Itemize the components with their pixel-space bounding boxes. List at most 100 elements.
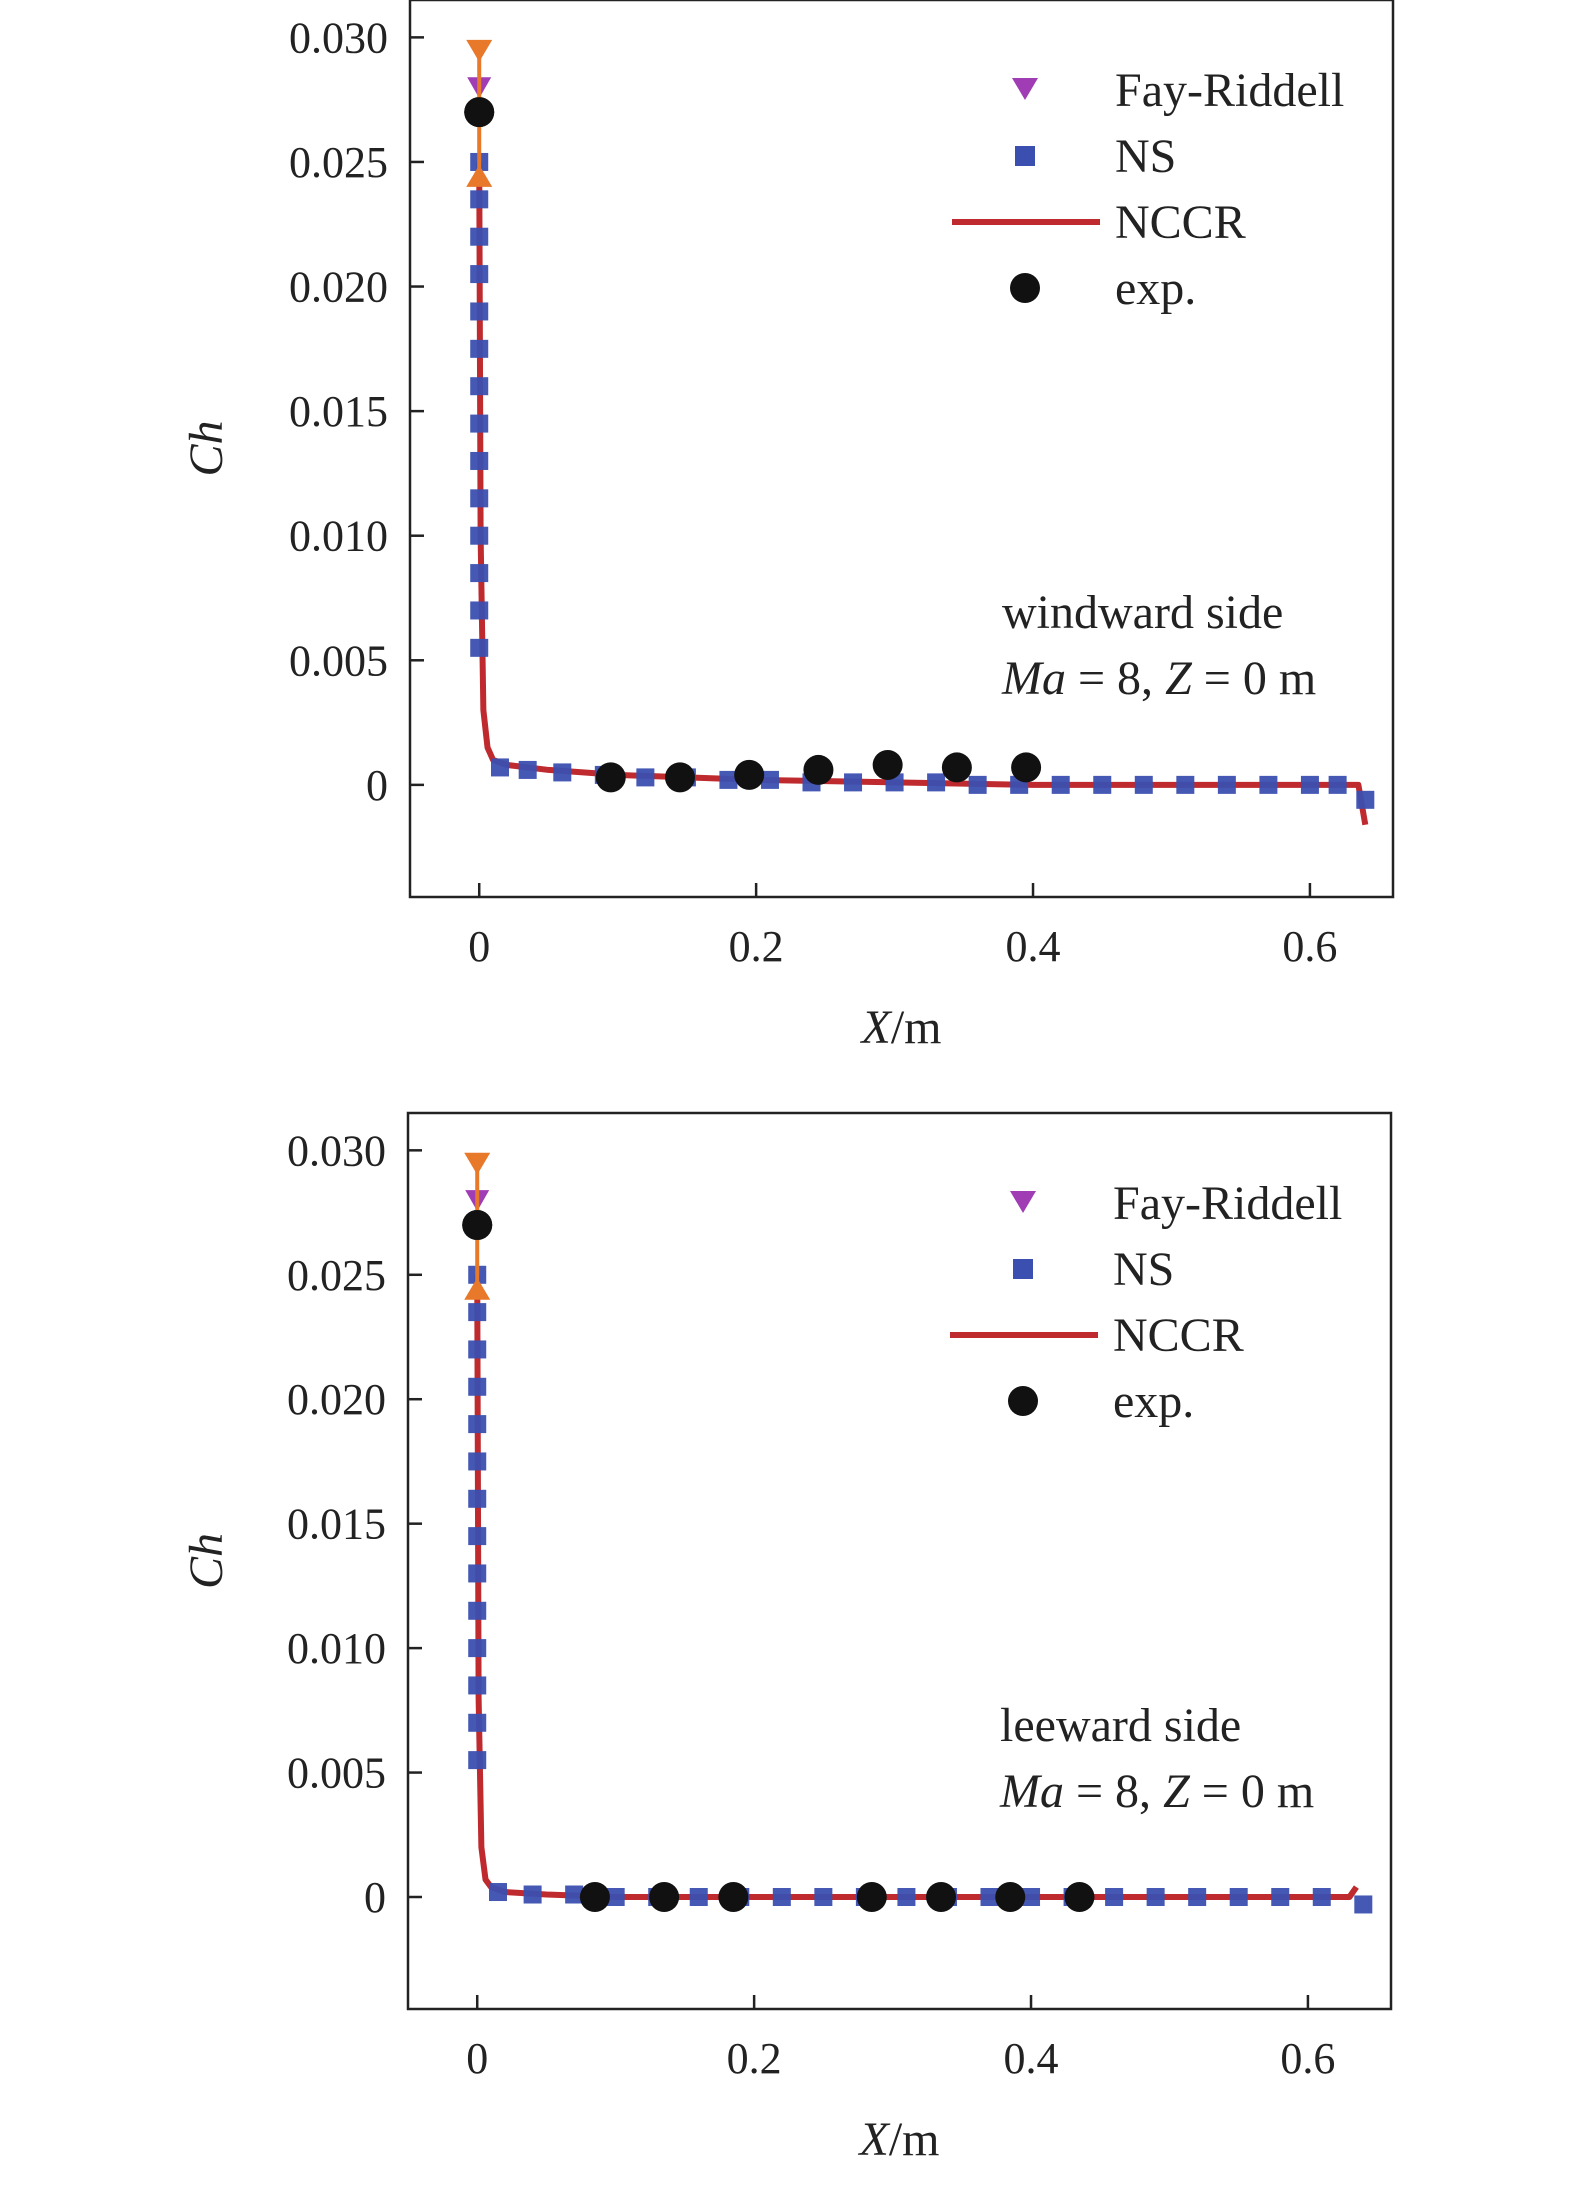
y-tick-label: 0.015 <box>289 387 388 436</box>
legend-label: Fay-Riddell <box>1113 1177 1342 1230</box>
ns-data-point <box>980 1888 999 1906</box>
y-tick-label: 0.020 <box>289 263 388 312</box>
annotation-conditions: Ma = 8, Z = 0 m <box>999 1765 1314 1818</box>
ns-data-point <box>1051 775 1070 794</box>
annotation-conditions: Ma = 8, Z = 0 m <box>1001 652 1316 705</box>
ns-data-point <box>1022 1888 1041 1906</box>
ns-data-point <box>968 775 987 794</box>
x-tick-label: 0.4 <box>1004 2034 1059 2083</box>
y-tick-label: 0.025 <box>287 1251 386 1300</box>
x-tick-label: 0.2 <box>727 2034 782 2083</box>
ns-data-point <box>1229 1888 1248 1906</box>
errorbar-lower-cap <box>464 1277 491 1300</box>
y-tick-label: 0 <box>366 761 388 810</box>
x-tick-label: 0 <box>466 2034 488 2083</box>
ns-data-point <box>470 414 489 433</box>
legend-ns-marker <box>1015 146 1035 166</box>
ns-data-point <box>719 770 738 789</box>
legend-exp-marker <box>1008 1386 1038 1416</box>
ns-data-point <box>772 1888 791 1906</box>
ns-data-point <box>468 1564 487 1583</box>
ns-data-point <box>470 227 489 246</box>
y-tick-label: 0.010 <box>289 512 388 561</box>
exp-data-point <box>579 1882 610 1912</box>
ns-data-point <box>1176 775 1195 794</box>
ns-data-point <box>468 1415 487 1434</box>
ns-data-point <box>760 770 779 789</box>
x-axis-label: X/m <box>860 1001 942 1054</box>
ns-data-point <box>1217 775 1236 794</box>
exp-data-point <box>1064 1882 1095 1912</box>
ns-data-point <box>470 601 489 620</box>
y-tick-label: 0.030 <box>289 13 388 62</box>
x-axis-label: X/m <box>858 2113 940 2166</box>
y-tick-label: 0.005 <box>289 636 388 685</box>
ns-data-point <box>636 768 655 787</box>
exp-data-point <box>595 762 626 793</box>
legend-label: NS <box>1115 130 1176 183</box>
ns-data-point <box>1356 790 1375 809</box>
ns-data-point <box>470 377 489 396</box>
ns-data-point <box>470 190 489 209</box>
ns-data-point <box>470 638 489 657</box>
ns-data-point <box>1328 775 1347 794</box>
legend-label: NCCR <box>1113 1309 1244 1362</box>
exp-data-point <box>872 749 903 780</box>
exp-data-point <box>649 1882 680 1912</box>
ns-data-point <box>470 489 489 508</box>
ns-data-point <box>470 265 489 284</box>
ns-data-point <box>490 758 509 777</box>
exp-data-point <box>734 759 765 790</box>
ns-data-point <box>814 1888 833 1906</box>
ns-data-point <box>1259 775 1278 794</box>
ns-data-point <box>468 1713 487 1732</box>
ns-data-point <box>897 1888 916 1906</box>
exp-data-point <box>926 1882 957 1912</box>
ns-data-point <box>468 1452 487 1471</box>
legend-ns-marker <box>1013 1259 1033 1279</box>
ns-data-point <box>468 1340 487 1359</box>
ns-data-point <box>468 1601 487 1620</box>
errorbar-upper-cap <box>464 1152 491 1175</box>
x-tick-label: 0.4 <box>1006 922 1061 971</box>
plot-frame <box>406 1111 1393 2011</box>
x-tick-label: 0.6 <box>1280 2034 1335 2083</box>
exp-data-point <box>995 1882 1026 1912</box>
ns-data-point <box>1146 1888 1165 1906</box>
exp-data-point <box>718 1882 749 1912</box>
y-tick-label: 0.010 <box>287 1624 386 1673</box>
legend-label: Fay-Riddell <box>1115 64 1344 117</box>
ns-data-point <box>565 1885 584 1904</box>
y-tick-label: 0.025 <box>289 138 388 187</box>
ns-data-point <box>844 773 863 792</box>
y-tick-label: 0 <box>364 1873 386 1922</box>
nccr-series-line <box>476 161 1369 826</box>
ns-data-point <box>488 1883 507 1902</box>
ns-data-point <box>1105 1888 1124 1906</box>
bottom-chart-panel: 0 0.005 0.010 0.015 0.020 0.025 0.030 0 0.2 0.4 0.… <box>180 1111 1393 2166</box>
legend-fay-riddell-marker <box>1010 1191 1036 1213</box>
plot-frame <box>408 0 1395 899</box>
ns-data-point <box>468 1489 487 1508</box>
legend-label: NCCR <box>1115 196 1246 249</box>
exp-stagnation-point <box>464 97 495 128</box>
ns-data-point <box>470 564 489 583</box>
ns-data-point <box>468 1303 487 1322</box>
y-axis-label: Ch <box>180 1533 233 1589</box>
ns-data-point <box>1188 1888 1207 1906</box>
ns-data-point <box>553 763 572 782</box>
ns-data-point <box>606 1888 625 1906</box>
annotation-side: leeward side <box>1000 1699 1241 1752</box>
legend-fay-riddell-marker <box>1012 78 1038 100</box>
ns-data-point <box>468 1527 487 1546</box>
ns-data-point <box>468 1377 487 1396</box>
errorbar-upper-cap <box>466 39 493 62</box>
ns-data-point <box>470 302 489 321</box>
legend-label: exp. <box>1113 1375 1194 1428</box>
x-tick-label: 0.6 <box>1282 922 1337 971</box>
legend-exp-marker <box>1010 273 1040 303</box>
exp-data-point <box>664 762 695 793</box>
y-axis-label: Ch <box>180 420 233 476</box>
ns-data-point <box>1093 775 1112 794</box>
